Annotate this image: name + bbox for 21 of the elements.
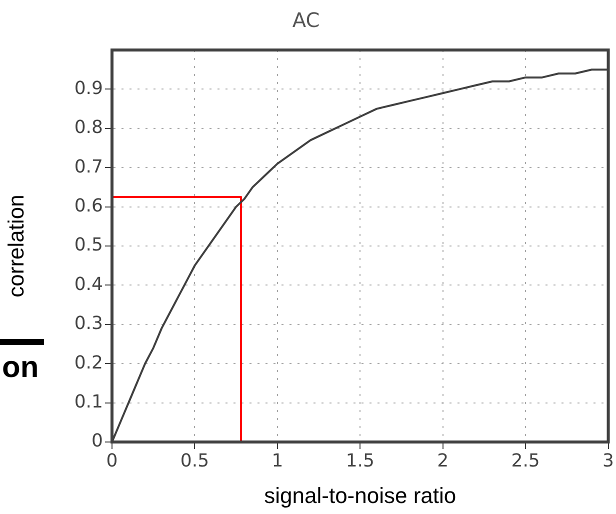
x-tick-label: 2 xyxy=(437,450,449,472)
x-tick-label: 3 xyxy=(602,450,614,472)
y-tick-label: 0.2 xyxy=(74,352,103,374)
y-tick-label: 0.5 xyxy=(74,234,103,256)
y-tick-label: 0.6 xyxy=(74,195,103,216)
x-tick-label: 1.5 xyxy=(346,450,374,472)
x-axis-title: signal-to-noise ratio xyxy=(264,482,456,508)
y-tick-label: 0.3 xyxy=(74,313,103,334)
y-tick-label: 0.7 xyxy=(74,156,103,178)
x-tick-label: 1 xyxy=(272,450,284,472)
x-tick-label: 0 xyxy=(106,450,118,472)
y-tick-label: 0.4 xyxy=(74,274,103,295)
y-axis-title: correlation xyxy=(3,194,28,298)
chart-title: AC xyxy=(292,8,320,32)
y-tick-label: 0.9 xyxy=(74,78,103,99)
x-tick-label: 2.5 xyxy=(511,450,540,472)
text: on xyxy=(2,351,39,384)
y-tick-label: 0 xyxy=(92,430,103,452)
y-tick-label: 0.1 xyxy=(74,391,103,412)
y-tick-label: 0.8 xyxy=(74,117,103,138)
x-tick-label: 0.5 xyxy=(180,450,210,472)
